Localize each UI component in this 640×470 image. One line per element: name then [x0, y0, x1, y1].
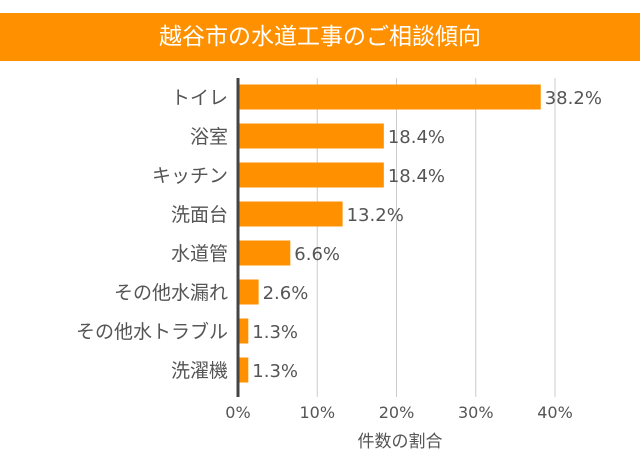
- category-label: 水道管: [171, 243, 228, 265]
- x-tick-label: 30%: [458, 403, 494, 422]
- data-label: 2.6%: [263, 283, 309, 304]
- x-tick-label: 0%: [225, 403, 250, 422]
- data-label: 13.2%: [347, 205, 404, 226]
- category-label: 洗面台: [171, 204, 228, 226]
- category-label: 洗濯機: [171, 360, 228, 382]
- category-label: その他水トラブル: [76, 320, 228, 343]
- data-label: 1.3%: [252, 322, 298, 343]
- bar: [238, 357, 249, 383]
- bar: [238, 201, 343, 227]
- category-label: その他水漏れ: [114, 282, 228, 304]
- category-label: 浴室: [190, 126, 228, 148]
- category-label: トイレ: [171, 87, 228, 109]
- data-label: 6.6%: [294, 244, 340, 265]
- x-tick-label: 40%: [537, 403, 573, 422]
- category-label: キッチン: [152, 165, 228, 187]
- x-axis-label: 件数の割合: [358, 432, 443, 452]
- bar: [238, 240, 291, 266]
- chart-title: 越谷市の水道工事のご相談傾向: [0, 13, 640, 61]
- bar: [238, 84, 541, 110]
- bar: [238, 318, 249, 344]
- bar: [238, 162, 384, 188]
- bar: [238, 123, 384, 149]
- bar: [238, 279, 259, 305]
- x-tick-label: 10%: [299, 403, 335, 422]
- data-label: 38.2%: [545, 88, 602, 109]
- data-label: 18.4%: [388, 127, 445, 148]
- data-label: 1.3%: [252, 361, 298, 382]
- data-label: 18.4%: [388, 166, 445, 187]
- x-tick-label: 20%: [379, 403, 415, 422]
